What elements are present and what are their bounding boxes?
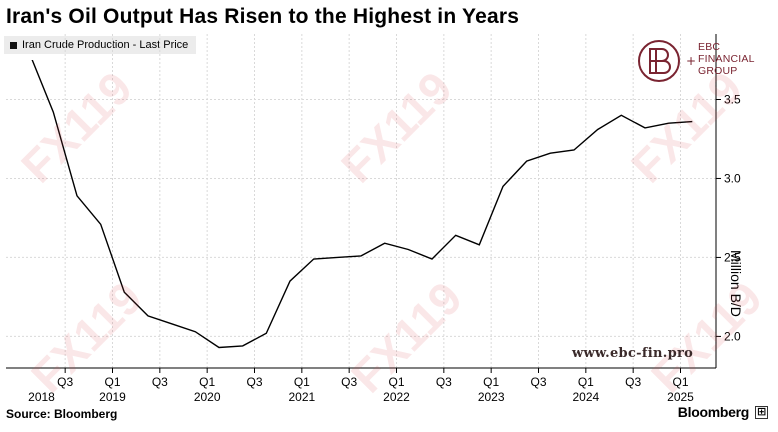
y-axis-title: Million B/D: [728, 250, 744, 317]
chart-title: Iran's Oil Output Has Risen to the Highe…: [6, 5, 520, 28]
source-note: Source: Bloomberg: [6, 407, 118, 421]
logo-line-3: GROUP: [698, 65, 738, 77]
x-tick-label-year: 2024: [572, 390, 599, 404]
x-tick-label-year: 2019: [99, 390, 126, 404]
logo-line-1: EBC: [698, 41, 721, 53]
x-tick-label-quarter: Q1: [104, 375, 120, 389]
x-tick-label-quarter: Q1: [388, 375, 404, 389]
x-tick-label-quarter: Q1: [483, 375, 499, 389]
x-tick-label-quarter: Q3: [530, 375, 546, 389]
y-tick-label: 3.0: [724, 171, 741, 185]
x-tick-label-year: 2020: [194, 390, 221, 404]
x-tick-label-year: 2022: [383, 390, 410, 404]
x-tick-label-year: 2018: [28, 390, 55, 404]
x-tick-label-quarter: Q1: [578, 375, 594, 389]
series-layer: [31, 60, 693, 349]
x-tick-label-quarter: Q3: [625, 375, 641, 389]
x-tick-label-year: 2021: [288, 390, 315, 404]
ebc-logo: + EBC FINANCIAL GROUP: [636, 37, 756, 85]
x-tick-label-quarter: Q3: [341, 375, 357, 389]
x-tick-label-quarter: Q3: [436, 375, 452, 389]
series-line: [31, 60, 693, 349]
x-tick-label-quarter: Q3: [246, 375, 262, 389]
bloomberg-icon: ⊞: [755, 405, 768, 419]
logo-line-2: FINANCIAL: [698, 53, 755, 65]
svg-text:+: +: [686, 54, 696, 68]
x-tick-label-quarter: Q3: [57, 375, 73, 389]
y-tick-label: 2.0: [724, 329, 741, 343]
x-tick-label-quarter: Q1: [294, 375, 310, 389]
y-axis-labels: 2.0 2.5 3.0 3.5: [724, 92, 741, 343]
x-tick-label-quarter: Q3: [152, 375, 168, 389]
x-tick-label-quarter: Q1: [672, 375, 688, 389]
axes: [6, 34, 721, 373]
ebc-logo-text: EBC FINANCIAL GROUP: [698, 41, 755, 77]
ebc-logo-icon: +: [638, 40, 696, 82]
y-tick-label: 3.5: [724, 92, 741, 106]
legend-swatch: [10, 41, 17, 49]
x-tick-label-year: 2025: [667, 390, 694, 404]
bloomberg-brand: Bloomberg ⊞: [678, 404, 768, 420]
legend-label: Iran Crude Production - Last Price: [22, 39, 189, 51]
brand-label: Bloomberg: [677, 404, 750, 420]
grid-lines: [6, 34, 716, 368]
x-tick-label-quarter: Q1: [199, 375, 215, 389]
y-tick-label: 2.5: [724, 250, 741, 264]
legend: Iran Crude Production - Last Price: [4, 36, 197, 54]
website-watermark: www.ebc-fin.pro: [572, 346, 694, 361]
x-axis-labels: Q3 Q1 Q3 Q1 Q3 Q1 Q3 Q1 Q3 Q1 Q3 Q1 Q3 Q1 2018 2019 2020…: [28, 375, 694, 404]
x-tick-label-year: 2023: [478, 390, 505, 404]
